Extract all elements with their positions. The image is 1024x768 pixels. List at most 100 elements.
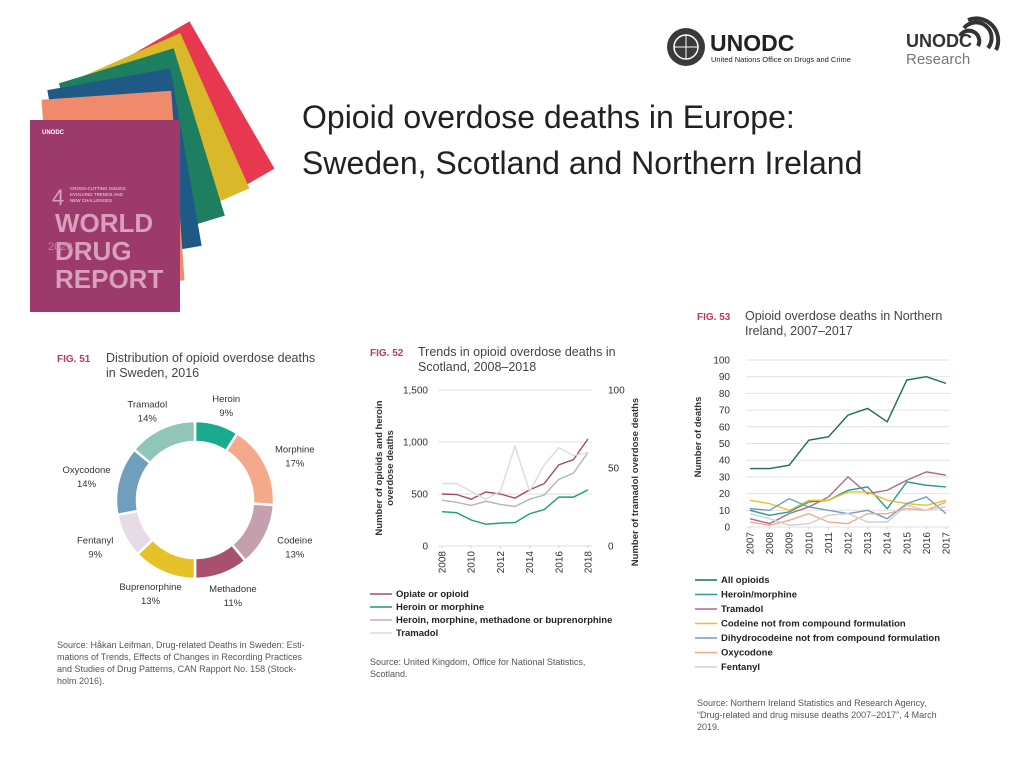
legend-label: Fentanyl (721, 662, 760, 673)
legend-label: Opiate or opioid (396, 589, 469, 600)
source-note: mations of Trends, Effects of Changes in… (57, 652, 302, 662)
legend-label: Heroin, morphine, methadone or buprenorp… (396, 615, 612, 626)
y-tick-label: 1,500 (403, 386, 428, 397)
value-label: 9% (219, 408, 233, 419)
y-tick-label: 70 (719, 406, 731, 417)
value-label: 9% (88, 549, 102, 560)
cover-line: WORLD (55, 208, 153, 238)
figure-label: FIG. 51 (57, 354, 91, 365)
legend-label: Oxycodone (721, 648, 773, 659)
legend-label: Heroin/morphine (721, 590, 797, 601)
x-tick-label: 2008 (438, 551, 449, 574)
x-tick-label: 2017 (942, 532, 953, 555)
y-tick-label: 500 (411, 490, 428, 501)
cover-publisher: UNODC (42, 130, 65, 136)
x-tick-label: 2009 (785, 532, 796, 555)
value-label: 17% (285, 459, 305, 470)
series-line (441, 438, 589, 500)
y2-tick-label: 100 (608, 386, 625, 397)
series-line (750, 375, 947, 470)
category-label: Heroin (212, 394, 240, 405)
chart-title: Scotland, 2008–2018 (418, 360, 536, 374)
source-note: and Studies of Drug Patterns, CAN Rappor… (57, 664, 296, 674)
cover-subtitle: CROSS-CUTTING ISSUES: (70, 186, 127, 191)
figure-label: FIG. 52 (370, 348, 404, 359)
cover-volume: 4 (52, 185, 64, 210)
x-tick-label: 2008 (765, 532, 776, 555)
category-label: Codeine (277, 535, 312, 546)
y-tick-label: 20 (719, 489, 731, 500)
series-line (442, 443, 589, 500)
y-tick-label: 10 (719, 506, 731, 517)
x-tick-label: 2007 (746, 532, 757, 555)
value-label: 11% (224, 598, 243, 609)
y-tick-label: 90 (719, 372, 731, 383)
source-note: 2019. (697, 722, 720, 732)
research-name: UNODC (906, 31, 972, 51)
research-arc (967, 16, 1001, 51)
source-note: holm 2016). (57, 676, 105, 686)
cover-subtitle: NEW CHALLENGES (70, 198, 112, 203)
cover-front (30, 120, 180, 312)
figure-label: FIG. 53 (697, 312, 731, 323)
legend-label: All opioids (721, 575, 770, 586)
unodc-logo: UNODC United Nations Office on Drugs and… (667, 28, 851, 66)
category-label: Buprenorphine (119, 582, 181, 593)
x-tick-label: 2014 (525, 551, 536, 574)
chart-title: Distribution of opioid overdose deaths (106, 351, 315, 365)
series-line (749, 491, 947, 512)
slide-title: Sweden, Scotland and Northern Ireland (302, 145, 862, 181)
y-axis-label: Number of opioids and heroin (374, 400, 385, 535)
source-note: Source: United Kingdom, Office for Natio… (370, 657, 585, 667)
y-tick-label: 30 (719, 472, 731, 483)
x-tick-label: 2012 (496, 551, 507, 574)
logo-name: UNODC (710, 30, 794, 56)
research-label: Research (906, 51, 970, 68)
x-tick-label: 2016 (554, 551, 565, 574)
y-tick-label: 100 (713, 356, 730, 367)
category-label: Oxycodone (62, 465, 110, 476)
x-tick-label: 2011 (824, 532, 835, 554)
legend-label: Tramadol (396, 628, 438, 639)
legend-label: Codeine not from compound formulation (721, 619, 906, 630)
y-tick-label: 0 (724, 523, 730, 534)
series-line (749, 471, 947, 525)
donut-segment (193, 542, 248, 581)
series-line (441, 451, 589, 508)
y2-axis-label: Number of tramadol overdose deaths (630, 398, 641, 566)
value-label: 14% (138, 414, 158, 425)
category-label: Morphine (275, 445, 315, 456)
y-tick-label: 50 (719, 439, 731, 450)
y-axis-label: Number of deaths (693, 397, 704, 478)
y2-tick-label: 50 (608, 464, 620, 475)
value-label: 13% (285, 549, 305, 560)
logo-full-name: United Nations Office on Drugs and Crime (711, 55, 851, 64)
chart-title: Ireland, 2007–2017 (745, 324, 853, 338)
chart-title: Trends in opioid overdose deaths in (418, 345, 616, 359)
report-covers: UNODC 4 CROSS-CUTTING ISSUES: EVOLVING T… (30, 21, 275, 312)
y-tick-label: 1,000 (403, 438, 428, 449)
x-tick-label: 2010 (467, 551, 478, 574)
x-tick-label: 2010 (804, 532, 815, 555)
research-logo: UNODC Research (906, 16, 1001, 68)
x-tick-label: 2018 (584, 551, 595, 574)
chart-title: Opioid overdose deaths in Northern (745, 309, 942, 323)
legend-label: Heroin or morphine (396, 602, 484, 613)
x-tick-label: 2015 (902, 532, 913, 555)
cover-line: DRUG (55, 236, 132, 266)
cover-subtitle: EVOLVING TRENDS AND (70, 192, 124, 197)
category-label: Fentanyl (77, 535, 113, 546)
x-tick-label: 2014 (883, 532, 894, 555)
source-note: Source: Håkan Leifman, Drug-related Deat… (57, 640, 305, 650)
category-label: Methadone (209, 584, 257, 595)
y-axis-label: overdose deaths (385, 430, 396, 506)
donut-segment (132, 419, 197, 465)
x-tick-label: 2013 (863, 532, 874, 555)
series-line (749, 501, 947, 527)
category-label: Tramadol (127, 400, 167, 411)
donut-segment (224, 431, 276, 507)
y-tick-label: 40 (719, 456, 731, 467)
research-arc (962, 20, 994, 50)
legend-label: Dihydrocodeine not from compound formula… (721, 633, 940, 644)
slide-title: Opioid overdose deaths in Europe: (302, 99, 795, 135)
